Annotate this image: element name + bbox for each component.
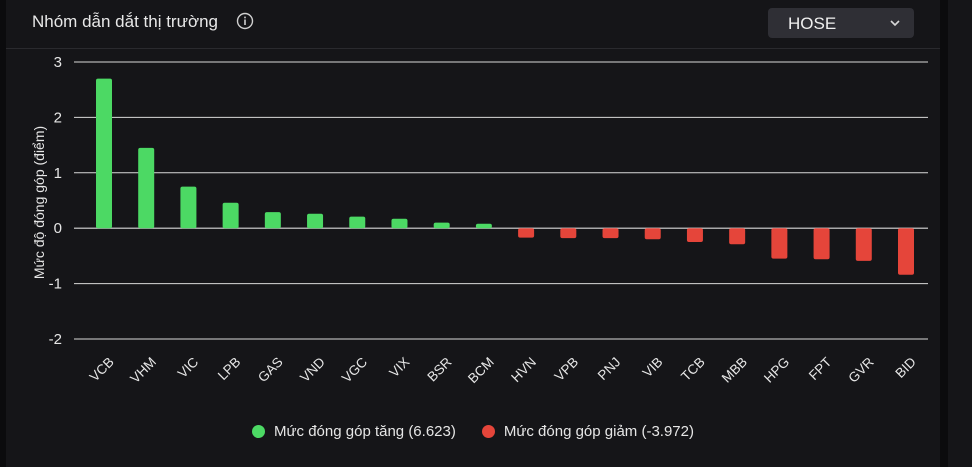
bar-vnd bbox=[307, 213, 324, 229]
panel-header: Nhóm dẫn dắt thị trường HOSE bbox=[6, 0, 940, 49]
x-tick-label: VIC bbox=[175, 354, 202, 381]
bar-pnj bbox=[602, 228, 619, 239]
x-tick-label: HVN bbox=[508, 354, 539, 385]
x-tick-label: GAS bbox=[255, 354, 286, 385]
bar-bsr bbox=[433, 222, 450, 229]
y-tick-label: 0 bbox=[54, 220, 62, 237]
legend-increase-label: Mức đóng góp tăng (6.623) bbox=[274, 422, 456, 440]
bar-vgc bbox=[349, 216, 366, 229]
bar-tcb bbox=[686, 228, 703, 243]
info-circle-icon[interactable] bbox=[236, 12, 254, 30]
x-tick-label: GVR bbox=[845, 354, 876, 385]
legend-decrease-label: Mức đóng góp giảm (-3.972) bbox=[503, 422, 694, 440]
legend-item-decrease[interactable]: Mức đóng góp giảm (-3.972) bbox=[481, 422, 694, 440]
x-tick-label: TCB bbox=[678, 354, 708, 384]
x-tick-label: PNJ bbox=[595, 354, 624, 383]
chart-legend: Mức đóng góp tăng (6.623) Mức đóng góp g… bbox=[6, 420, 940, 442]
bar-bcm bbox=[475, 223, 492, 229]
x-tick-label: VIB bbox=[640, 354, 666, 380]
bar-mbb bbox=[729, 228, 746, 245]
bar-lpb bbox=[222, 202, 239, 229]
y-tick-label: 1 bbox=[54, 165, 62, 182]
x-tick-label: MBB bbox=[719, 354, 750, 385]
bar-vic bbox=[180, 186, 197, 229]
x-tick-label: BSR bbox=[424, 354, 454, 384]
bar-vib bbox=[644, 228, 661, 240]
x-tick-label: LPB bbox=[215, 354, 244, 383]
bar-vpb bbox=[560, 228, 577, 239]
bar-hvn bbox=[518, 228, 535, 238]
panel-title: Nhóm dẫn dắt thị trường bbox=[32, 12, 219, 31]
x-tick-label: BCM bbox=[465, 354, 497, 386]
x-tick-label: HPG bbox=[761, 354, 792, 385]
market-leaders-panel: Nhóm dẫn dắt thị trường HOSE 3 2 1 0 -1 -2 Mức… bbox=[6, 0, 940, 467]
x-tick-label: VND bbox=[297, 354, 328, 385]
adjacent-panel-edge bbox=[948, 0, 972, 467]
bar-gas bbox=[264, 212, 281, 229]
chevron-down-icon bbox=[890, 20, 900, 27]
y-tick-label: -2 bbox=[49, 331, 62, 348]
exchange-select-value: HOSE bbox=[788, 14, 837, 33]
bar-hpg bbox=[771, 228, 788, 259]
legend-decrease-marker bbox=[481, 424, 495, 438]
bar-gvr bbox=[855, 228, 872, 261]
bar-vcb bbox=[96, 78, 112, 229]
bar-fpt bbox=[813, 228, 830, 260]
exchange-select[interactable]: HOSE bbox=[768, 8, 914, 38]
x-tick-label: FPT bbox=[806, 354, 835, 383]
x-tick-label: BID bbox=[892, 354, 919, 381]
x-tick-label: VPB bbox=[552, 354, 582, 384]
y-axis-label: Mức độ đóng góp (điểm) bbox=[31, 126, 47, 279]
bar-bid bbox=[898, 228, 914, 275]
legend-item-increase[interactable]: Mức đóng góp tăng (6.623) bbox=[252, 423, 456, 440]
y-tick-label: 3 bbox=[54, 54, 62, 71]
x-tick-label: VGC bbox=[339, 354, 370, 385]
y-tick-label: -1 bbox=[49, 276, 62, 293]
legend-increase-marker bbox=[252, 424, 266, 438]
bar-vix bbox=[391, 218, 408, 229]
x-tick-label: VCB bbox=[87, 354, 117, 384]
x-tick-label: VIX bbox=[386, 354, 412, 380]
contribution-bar-chart: 3 2 1 0 -1 -2 Mức độ đóng góp (điểm) VCB VHM VIC L… bbox=[31, 54, 928, 386]
y-tick-label: 2 bbox=[54, 109, 62, 126]
bar-vhm bbox=[138, 147, 155, 229]
x-tick-label: VHM bbox=[127, 354, 159, 386]
